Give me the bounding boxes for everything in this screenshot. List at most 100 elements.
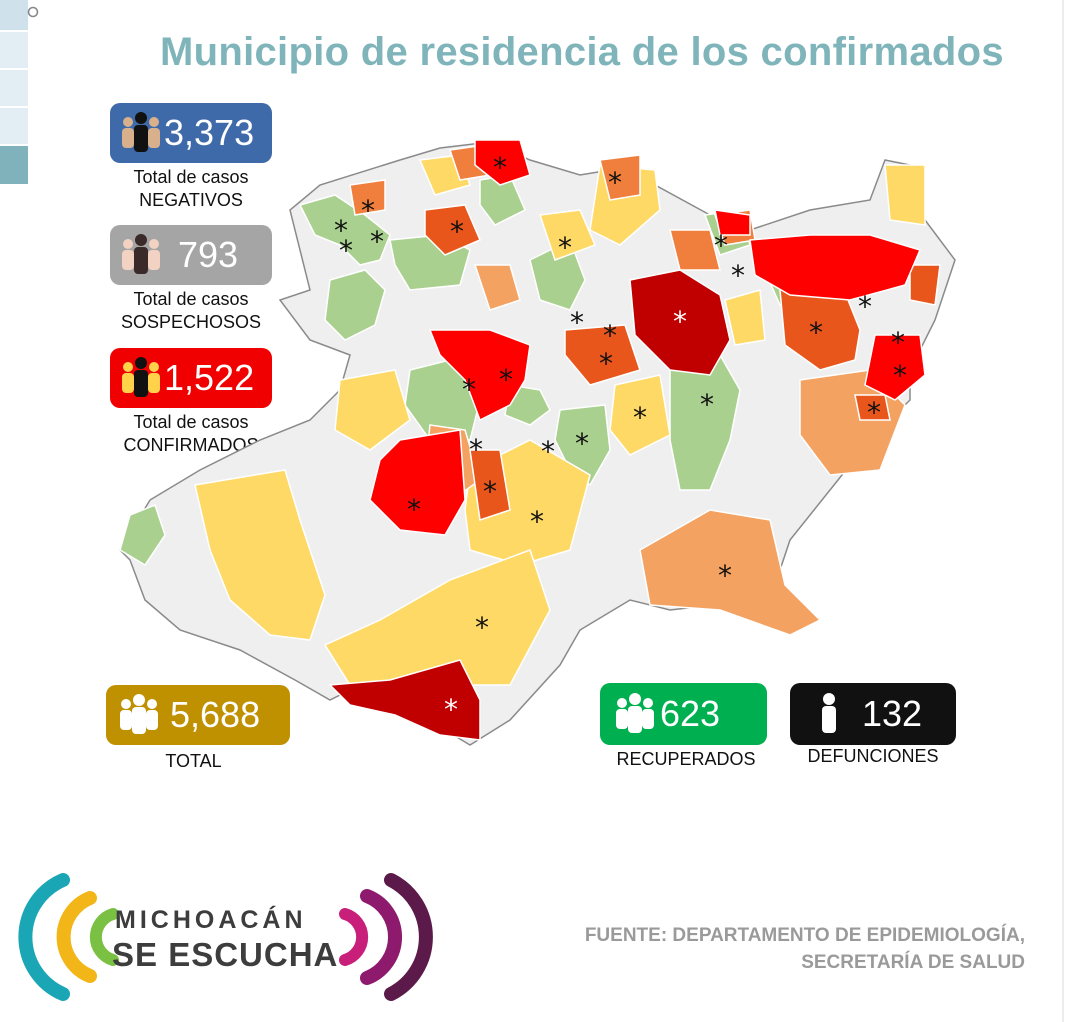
municipality-dark-red — [629, 269, 731, 376]
municipality-orange-dark — [854, 394, 891, 421]
case-marker: * — [603, 319, 617, 352]
case-marker: * — [407, 493, 421, 526]
michoacan-map: * *** *** * **** *** *** **** ** * *** **** — [119, 140, 956, 746]
case-marker: * — [891, 326, 905, 359]
recuperados-caption: RECUPERADOS — [616, 749, 756, 769]
caption-line: NEGATIVOS — [139, 190, 243, 210]
case-marker: * — [673, 305, 687, 338]
case-marker: * — [530, 505, 544, 538]
link-icon — [27, 6, 39, 18]
municipality-orange-dark — [564, 324, 641, 386]
map-title: Municipio de residencia de los confirmad… — [160, 30, 1004, 74]
caption-line: Total de casos — [133, 289, 249, 309]
people-group-icon — [122, 357, 160, 397]
municipality-red — [474, 140, 531, 186]
caption-line: SOSPECHOSOS — [120, 312, 262, 332]
sospechosos-count: 793 — [178, 234, 239, 275]
marker-layer: * *** *** * **** *** *** **** ** * *** **** — [334, 151, 907, 726]
municipality-red — [864, 334, 926, 401]
confirmados-badge: 1,522 — [110, 348, 272, 408]
municipality-orange-light — [639, 509, 822, 636]
case-marker: * — [608, 166, 622, 199]
recuperados-badge: 623 — [600, 683, 767, 745]
case-marker: * — [714, 229, 728, 262]
case-marker: * — [700, 388, 714, 421]
people-group-icon — [120, 694, 158, 734]
defunciones-count: 132 — [862, 693, 923, 734]
case-marker: * — [570, 306, 584, 339]
case-marker: * — [483, 475, 497, 508]
municipality-orange-dark — [909, 264, 941, 306]
case-marker: * — [575, 427, 589, 460]
municipality-green — [298, 194, 391, 266]
municipality-orange-dark — [469, 449, 511, 521]
side-panel-cell — [0, 70, 28, 108]
total-caption: TOTAL — [165, 751, 222, 771]
municipality-orange-dark — [424, 204, 481, 256]
municipality-dark-red — [328, 659, 481, 741]
case-marker: * — [541, 435, 555, 468]
sound-waves-icon — [18, 873, 433, 1001]
michoacan-se-escucha-logo: MICHOACÁN SE ESCUCHA — [15, 870, 435, 1005]
people-group-icon — [616, 693, 654, 733]
municipality-orange-light — [473, 264, 521, 311]
negativos-caption: Total de casos NEGATIVOS — [100, 166, 282, 212]
logo-line2: SE ESCUCHA — [112, 936, 339, 973]
source-line: FUENTE: DEPARTAMENTO DE EPIDEMIOLOGÍA, — [584, 925, 1025, 946]
case-marker: * — [370, 225, 384, 258]
sospechosos-badge: 793 — [110, 225, 272, 285]
case-marker: * — [493, 151, 507, 184]
side-panel-strip — [0, 0, 39, 186]
case-marker: * — [558, 231, 572, 264]
case-marker: * — [450, 215, 464, 248]
municipality-green — [669, 354, 741, 491]
people-group-icon — [122, 234, 160, 274]
case-marker: * — [893, 359, 907, 392]
confirmados-caption: Total de casos CONFIRMADOS — [100, 411, 282, 457]
municipality-yellow — [334, 369, 411, 451]
caption-line: Total de casos — [133, 167, 249, 187]
case-marker: * — [339, 234, 353, 267]
case-marker: * — [334, 214, 348, 247]
municipality-red — [714, 209, 751, 236]
municipality-yellow — [884, 164, 926, 226]
sospechosos-caption: Total de casos SOSPECHOSOS — [100, 288, 282, 334]
defunciones-caption: DEFUNCIONES — [807, 746, 939, 766]
municipality-yellow — [194, 469, 326, 641]
case-marker: * — [867, 396, 881, 429]
municipality-orange — [599, 154, 641, 201]
municipality-orange — [669, 229, 721, 271]
case-marker: * — [462, 373, 476, 406]
case-marker: * — [475, 611, 489, 644]
case-marker: * — [858, 290, 872, 323]
case-marker: * — [361, 194, 375, 227]
side-panel-cell — [0, 0, 28, 32]
total-count: 5,688 — [170, 694, 261, 735]
case-marker: * — [469, 433, 483, 466]
case-marker: * — [731, 259, 745, 292]
caption-line: CONFIRMADOS — [123, 435, 259, 455]
case-marker: * — [599, 347, 613, 380]
case-marker: * — [633, 401, 647, 434]
municipality-red — [369, 429, 466, 536]
case-marker: * — [499, 363, 513, 396]
case-marker: * — [718, 559, 732, 592]
negativos-badge: 3,373 — [110, 103, 272, 163]
municipality-yellow — [724, 289, 766, 346]
source-line: SECRETARÍA DE SALUD — [801, 952, 1025, 973]
municipality-yellow — [609, 374, 671, 456]
municipality-orange — [349, 179, 386, 216]
people-group-icon — [122, 112, 160, 152]
case-marker: * — [809, 316, 823, 349]
side-panel-cell — [0, 32, 28, 70]
side-panel-cell — [0, 108, 28, 146]
source-note: FUENTE: DEPARTAMENTO DE EPIDEMIOLOGÍA, S… — [520, 922, 1025, 976]
person-icon — [822, 693, 836, 733]
caption-line: Total de casos — [133, 412, 249, 432]
total-badge: 5,688 — [106, 685, 290, 745]
municipality-green — [119, 504, 166, 567]
confirmados-count: 1,522 — [164, 357, 255, 398]
municipality-red — [428, 329, 531, 422]
case-marker: * — [444, 693, 458, 726]
logo-line1: MICHOACÁN — [115, 906, 307, 934]
